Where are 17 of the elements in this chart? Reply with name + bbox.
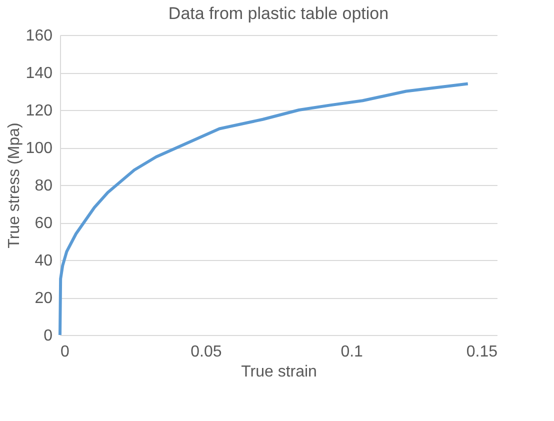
y-tick-label: 60	[34, 215, 53, 232]
y-tick-label: 20	[34, 290, 53, 307]
y-tick-label: 120	[26, 102, 53, 120]
x-tick-label: 0.15	[466, 344, 498, 360]
y-tick-label: 40	[34, 252, 53, 270]
y-tick-label: 80	[34, 178, 53, 194]
line-series	[58, 82, 470, 336]
y-tick-label: 160	[26, 28, 53, 44]
y-tick-label: 100	[26, 140, 53, 157]
x-tick-label: 0.05	[190, 344, 222, 360]
y-tick-label: 140	[26, 65, 53, 82]
chart-title: Data from plastic table option	[168, 4, 389, 23]
x-axis-title: True strain	[241, 364, 317, 380]
y-axis-title: True stress (Mpa)	[6, 122, 23, 248]
x-tick-label: 0	[60, 344, 70, 360]
x-tick-label: 0.1	[340, 344, 364, 360]
y-tick-label: 0	[44, 328, 53, 344]
